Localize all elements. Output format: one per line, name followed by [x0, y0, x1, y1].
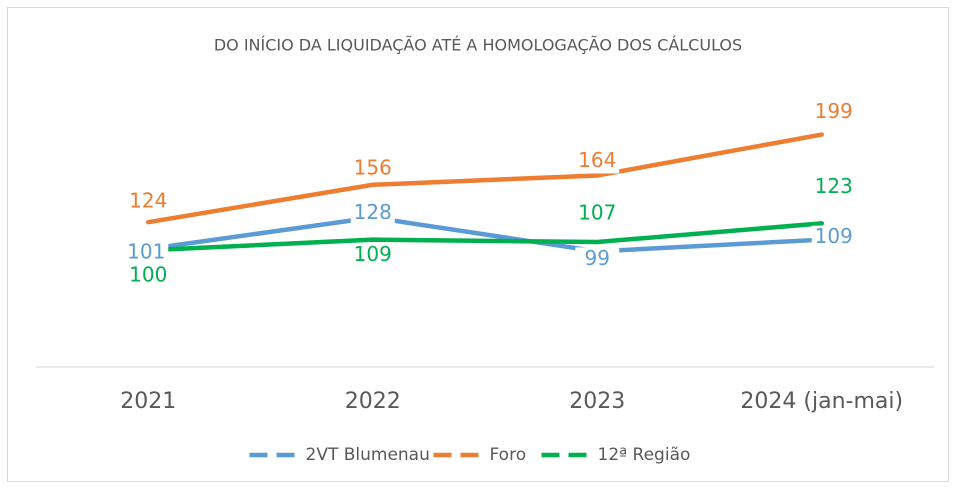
data-label: 199 — [815, 99, 853, 123]
data-label: 109 — [815, 224, 853, 248]
x-tick-label: 2022 — [345, 389, 401, 414]
data-label-bg — [575, 247, 620, 272]
data-label-bg — [126, 190, 171, 215]
data-label: 101 — [127, 240, 165, 264]
series-line — [146, 215, 824, 254]
data-label: 156 — [354, 155, 392, 179]
data-label-bg — [575, 149, 620, 174]
data-label-bg — [811, 100, 856, 125]
x-tick-label: 2023 — [569, 389, 625, 414]
data-label: 124 — [129, 189, 167, 213]
data-label-bg — [350, 201, 395, 226]
data-label: 99 — [585, 246, 610, 270]
data-label-bg — [350, 243, 395, 268]
data-label: 128 — [354, 200, 392, 224]
legend-label: Foro — [490, 445, 527, 465]
data-label: 164 — [578, 148, 616, 172]
series-line — [146, 132, 824, 225]
legend-label: 2VT Blumenau — [306, 445, 430, 465]
data-label-bg — [811, 225, 856, 250]
data-label-bg — [575, 202, 620, 227]
data-label-bg — [124, 241, 169, 266]
data-label-bg — [126, 264, 171, 289]
x-tick-label: 2024 (jan-mai) — [740, 389, 903, 414]
chart-title: DO INÍCIO DA LIQUIDAÇÃO ATÉ A HOMOLOGAÇÃ… — [214, 36, 742, 55]
data-label: 107 — [578, 201, 616, 225]
data-label: 123 — [815, 174, 853, 198]
series-line — [146, 221, 824, 253]
data-label-bg — [350, 156, 395, 181]
data-label-bg — [811, 175, 856, 200]
legend-label: 12ª Região — [598, 445, 691, 465]
data-label: 100 — [129, 263, 167, 287]
data-label: 109 — [354, 242, 392, 266]
x-tick-label: 2021 — [120, 389, 176, 414]
